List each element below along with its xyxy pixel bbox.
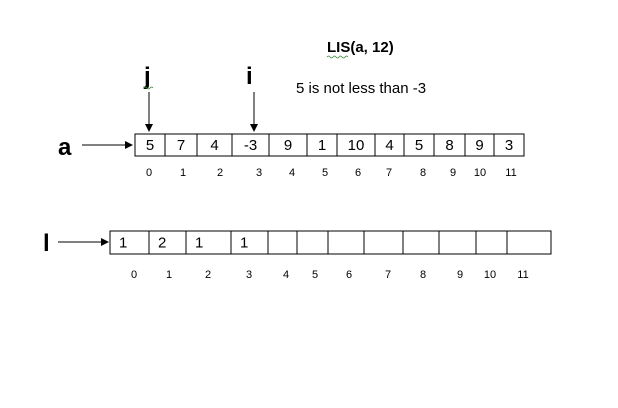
array-l-index-label: 1 bbox=[166, 269, 172, 281]
array-a-label: a bbox=[58, 134, 72, 161]
pointer-j-label: j bbox=[143, 63, 151, 90]
spellcheck-underline-j bbox=[143, 86, 154, 90]
array-a-cell-value: 5 bbox=[146, 137, 154, 154]
array-l-index-label: 7 bbox=[385, 269, 391, 281]
title: LIS(a, 12) bbox=[327, 39, 394, 56]
array-l-label: l bbox=[43, 230, 50, 257]
array-l-cell bbox=[475, 230, 508, 255]
array-l-cell bbox=[148, 230, 187, 255]
array-a-index-label: 2 bbox=[217, 167, 223, 179]
array-a-index-label: 7 bbox=[386, 167, 392, 179]
array-a-cell-value: 4 bbox=[385, 137, 393, 154]
array-l-index-label: 2 bbox=[205, 269, 211, 281]
array-l-cell bbox=[327, 230, 365, 255]
array-a-index-label: 11 bbox=[505, 167, 516, 179]
comparison-note: 5 is not less than -3 bbox=[296, 80, 426, 97]
array-a-index-label: 0 bbox=[146, 167, 152, 179]
array-l-cell bbox=[267, 230, 298, 255]
array-l-cell bbox=[185, 230, 232, 255]
array-l-index-label: 0 bbox=[131, 269, 137, 281]
array-l-cell-value: 2 bbox=[158, 235, 166, 252]
array-a-cell-value: 9 bbox=[284, 137, 292, 154]
spellcheck-underline bbox=[326, 55, 349, 59]
array-a-index-label: 9 bbox=[450, 167, 456, 179]
array-a: 5 7 4 -3 9 1 10 4 5 8 9 3 bbox=[134, 133, 525, 157]
array-a-index-label: 6 bbox=[355, 167, 361, 179]
array-a-cell-value: 4 bbox=[210, 137, 218, 154]
array-a-cell-value: 9 bbox=[475, 137, 483, 154]
array-a-cell-value: 10 bbox=[348, 137, 365, 154]
array-a-cell bbox=[493, 133, 525, 157]
array-l-index-label: 8 bbox=[420, 269, 426, 281]
array-l-cell bbox=[109, 230, 150, 255]
array-l-index-label: 6 bbox=[346, 269, 352, 281]
array-a-index-label: 4 bbox=[289, 167, 295, 179]
array-l-index-label: 11 bbox=[517, 269, 528, 281]
array-l-cell bbox=[402, 230, 440, 255]
array-l-index-label: 3 bbox=[246, 269, 252, 281]
array-a-cell-value: -3 bbox=[244, 137, 257, 154]
pointer-i-label: i bbox=[246, 63, 253, 90]
array-l-cell-value: 1 bbox=[240, 235, 248, 252]
array-a-cell-value: 8 bbox=[445, 137, 453, 154]
array-l-cell bbox=[438, 230, 477, 255]
array-l-cell-value: 1 bbox=[195, 235, 203, 252]
array-a-index-label: 1 bbox=[180, 167, 186, 179]
array-a-cell-value: 5 bbox=[415, 137, 423, 154]
array-l-cell bbox=[506, 230, 552, 255]
array-a-indices: 0 1 2 3 4 5 6 7 8 9 10 11 bbox=[146, 167, 517, 179]
array-a-cell-value: 1 bbox=[318, 137, 326, 154]
array-a-index-label: 8 bbox=[420, 167, 426, 179]
array-a-index-label: 3 bbox=[256, 167, 262, 179]
array-a-index-label: 10 bbox=[474, 167, 486, 179]
array-l-cell bbox=[363, 230, 404, 255]
array-l-indices: 0 1 2 3 4 5 6 7 8 9 10 11 bbox=[131, 269, 529, 281]
array-l-cell-value: 1 bbox=[119, 235, 127, 252]
array-l: 1 2 1 1 bbox=[109, 230, 552, 255]
array-l-index-label: 5 bbox=[312, 269, 318, 281]
array-a-cell-value: 7 bbox=[177, 137, 185, 154]
array-l-cell bbox=[230, 230, 269, 255]
array-a-index-label: 5 bbox=[322, 167, 328, 179]
array-l-index-label: 10 bbox=[484, 269, 496, 281]
array-a-cell-value: 3 bbox=[505, 137, 513, 154]
array-l-index-label: 4 bbox=[283, 269, 289, 281]
array-l-cell bbox=[296, 230, 329, 255]
array-l-index-label: 9 bbox=[457, 269, 463, 281]
